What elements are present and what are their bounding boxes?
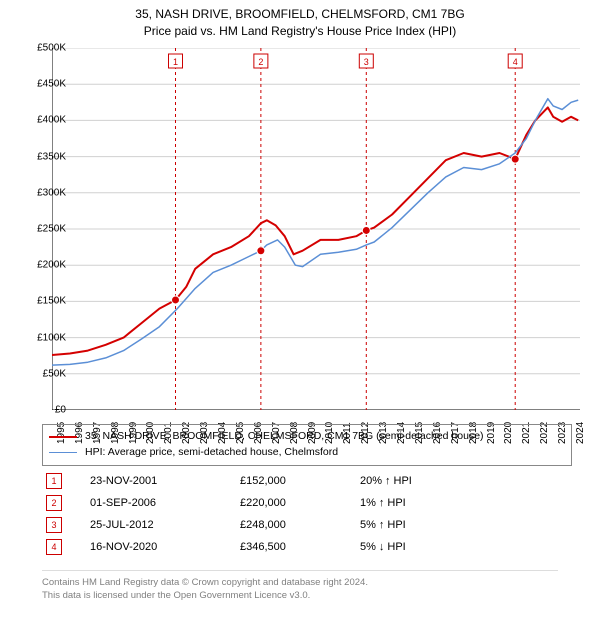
event-date: 16-NOV-2020 <box>90 541 240 553</box>
event-price: £248,000 <box>240 519 360 531</box>
legend-item: 35, NASH DRIVE, BROOMFIELD, CHELMSFORD, … <box>49 429 565 445</box>
event-row: 3 25-JUL-2012£248,0005%↑HPI <box>42 514 558 536</box>
y-tick-label: £100K <box>24 332 66 343</box>
event-date: 25-JUL-2012 <box>90 519 240 531</box>
svg-text:3: 3 <box>364 57 369 67</box>
legend-item: HPI: Average price, semi-detached house,… <box>49 445 565 461</box>
svg-text:4: 4 <box>513 57 518 67</box>
event-marker-box: 1 <box>46 473 62 489</box>
event-row: 2 01-SEP-2006£220,0001%↑HPI <box>42 492 558 514</box>
event-date: 23-NOV-2001 <box>90 475 240 487</box>
title-line-1: 35, NASH DRIVE, BROOMFIELD, CHELMSFORD, … <box>0 6 600 23</box>
legend-swatch <box>49 436 77 438</box>
y-tick-label: £300K <box>24 187 66 198</box>
event-marker-box: 3 <box>46 517 62 533</box>
footer-line-1: Contains HM Land Registry data © Crown c… <box>42 577 558 590</box>
y-tick-label: £250K <box>24 224 66 235</box>
event-date: 01-SEP-2006 <box>90 497 240 509</box>
event-price: £152,000 <box>240 475 360 487</box>
page-container: 35, NASH DRIVE, BROOMFIELD, CHELMSFORD, … <box>0 0 600 620</box>
event-delta: 5%↑HPI <box>360 519 460 531</box>
title-block: 35, NASH DRIVE, BROOMFIELD, CHELMSFORD, … <box>0 0 600 40</box>
event-row: 1 23-NOV-2001£152,00020%↑HPI <box>42 470 558 492</box>
chart-area: 1 2 3 4 <box>52 48 580 410</box>
y-tick-label: £0 <box>24 405 66 416</box>
event-delta: 1%↑HPI <box>360 497 460 509</box>
chart-svg: 1 2 3 4 <box>52 48 580 410</box>
event-row: 4 16-NOV-2020£346,5005%↓HPI <box>42 536 558 558</box>
y-tick-label: £400K <box>24 115 66 126</box>
footer-line-2: This data is licensed under the Open Gov… <box>42 590 558 603</box>
event-delta: 5%↓HPI <box>360 541 460 553</box>
y-tick-label: £350K <box>24 151 66 162</box>
legend-label: 35, NASH DRIVE, BROOMFIELD, CHELMSFORD, … <box>85 429 484 445</box>
event-price: £346,500 <box>240 541 360 553</box>
legend-box: 35, NASH DRIVE, BROOMFIELD, CHELMSFORD, … <box>42 424 572 466</box>
title-line-2: Price paid vs. HM Land Registry's House … <box>0 23 600 40</box>
y-tick-label: £150K <box>24 296 66 307</box>
footer-note: Contains HM Land Registry data © Crown c… <box>42 570 558 603</box>
events-table: 123-NOV-2001£152,00020%↑HPI201-SEP-2006£… <box>42 470 558 558</box>
svg-text:1: 1 <box>173 57 178 67</box>
svg-text:2: 2 <box>258 57 263 67</box>
legend-swatch <box>49 452 77 453</box>
x-tick-label: 2024 <box>575 422 586 444</box>
y-tick-label: £200K <box>24 260 66 271</box>
legend-label: HPI: Average price, semi-detached house,… <box>85 445 338 461</box>
y-tick-label: £450K <box>24 79 66 90</box>
event-price: £220,000 <box>240 497 360 509</box>
event-delta: 20%↑HPI <box>360 475 460 487</box>
y-tick-label: £500K <box>24 43 66 54</box>
event-marker-box: 4 <box>46 539 62 555</box>
y-tick-label: £50K <box>24 368 66 379</box>
event-marker-box: 2 <box>46 495 62 511</box>
